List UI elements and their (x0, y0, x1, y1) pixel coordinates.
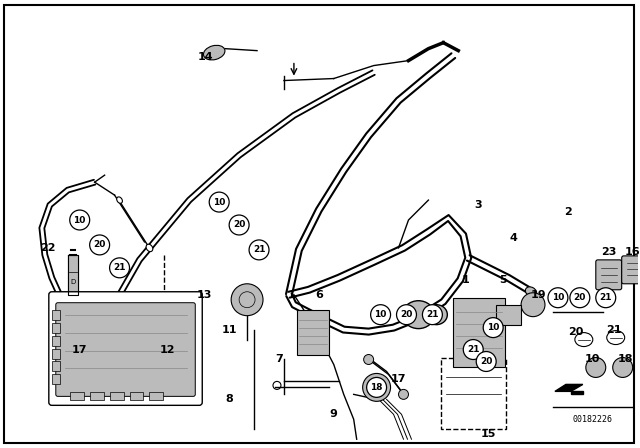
Bar (52, 323, 60, 332)
Text: 21: 21 (253, 246, 266, 254)
Circle shape (209, 192, 229, 212)
Ellipse shape (116, 197, 122, 203)
Text: 10: 10 (585, 354, 600, 365)
Text: 6: 6 (315, 290, 323, 300)
Bar (453, 298, 505, 367)
Ellipse shape (146, 244, 153, 252)
Text: 11: 11 (221, 325, 237, 335)
Circle shape (90, 235, 109, 255)
Text: 5: 5 (499, 275, 507, 285)
Text: 10: 10 (374, 310, 387, 319)
Circle shape (463, 340, 483, 359)
Circle shape (371, 305, 390, 325)
Circle shape (521, 293, 545, 317)
Circle shape (367, 377, 387, 397)
Text: 21: 21 (113, 263, 126, 272)
Circle shape (249, 240, 269, 260)
Text: 3: 3 (474, 200, 482, 210)
Text: 20: 20 (93, 241, 106, 250)
Circle shape (397, 305, 417, 325)
Circle shape (109, 258, 129, 278)
Circle shape (422, 305, 442, 325)
Text: 2: 2 (564, 207, 572, 217)
Text: 21: 21 (600, 293, 612, 302)
Text: 20: 20 (400, 310, 413, 319)
Bar (496, 305, 521, 325)
Text: 7: 7 (275, 354, 283, 365)
Text: 23: 23 (601, 247, 616, 257)
Circle shape (231, 284, 263, 316)
Text: 15: 15 (481, 429, 496, 439)
Ellipse shape (575, 332, 593, 347)
Text: 8: 8 (225, 394, 233, 405)
Circle shape (363, 374, 390, 401)
Bar (109, 392, 124, 401)
Circle shape (548, 288, 568, 308)
Ellipse shape (426, 305, 447, 325)
Circle shape (399, 389, 408, 399)
Text: 20: 20 (573, 293, 586, 302)
Text: 13: 13 (196, 290, 212, 300)
Bar (52, 310, 60, 319)
Text: 21: 21 (426, 310, 438, 319)
Text: 10: 10 (213, 198, 225, 207)
Circle shape (483, 318, 503, 338)
Circle shape (586, 358, 605, 377)
FancyBboxPatch shape (621, 256, 640, 284)
Ellipse shape (607, 331, 625, 345)
Bar (129, 392, 143, 401)
Text: 20: 20 (568, 327, 584, 336)
Text: 21: 21 (606, 325, 621, 335)
Text: 16: 16 (625, 247, 640, 257)
Circle shape (364, 354, 374, 365)
Text: D: D (70, 279, 76, 285)
Bar (52, 336, 60, 345)
FancyBboxPatch shape (596, 260, 621, 290)
Text: 4: 4 (509, 233, 517, 243)
Text: 17: 17 (72, 345, 88, 354)
Bar (90, 392, 104, 401)
Text: 22: 22 (40, 243, 56, 253)
Text: 10: 10 (487, 323, 499, 332)
Circle shape (570, 288, 590, 308)
Circle shape (476, 352, 496, 371)
Text: 20: 20 (480, 357, 492, 366)
FancyBboxPatch shape (49, 292, 202, 405)
Text: 18: 18 (618, 354, 634, 365)
Text: 21: 21 (467, 345, 479, 354)
Bar (150, 392, 163, 401)
Text: 17: 17 (391, 375, 406, 384)
Polygon shape (68, 255, 77, 295)
Ellipse shape (525, 287, 537, 297)
Text: 10: 10 (552, 293, 564, 302)
Circle shape (229, 215, 249, 235)
Bar (52, 349, 60, 358)
Circle shape (596, 288, 616, 308)
FancyBboxPatch shape (56, 303, 195, 396)
Text: 19: 19 (530, 290, 546, 300)
Text: 00182226: 00182226 (573, 415, 613, 424)
Bar (52, 362, 60, 371)
Ellipse shape (204, 45, 225, 60)
Bar (52, 375, 60, 384)
Text: 12: 12 (159, 345, 175, 354)
Ellipse shape (403, 301, 435, 329)
Text: 1: 1 (461, 275, 469, 285)
Bar (297, 310, 329, 354)
Polygon shape (571, 392, 583, 394)
Circle shape (612, 358, 633, 377)
Circle shape (70, 210, 90, 230)
Bar (442, 358, 506, 429)
Text: 14: 14 (197, 52, 213, 62)
Polygon shape (555, 384, 583, 392)
Bar (70, 392, 84, 401)
Text: 9: 9 (330, 409, 338, 419)
Text: 10: 10 (74, 215, 86, 224)
Text: 18: 18 (371, 383, 383, 392)
Text: 20: 20 (233, 220, 245, 229)
